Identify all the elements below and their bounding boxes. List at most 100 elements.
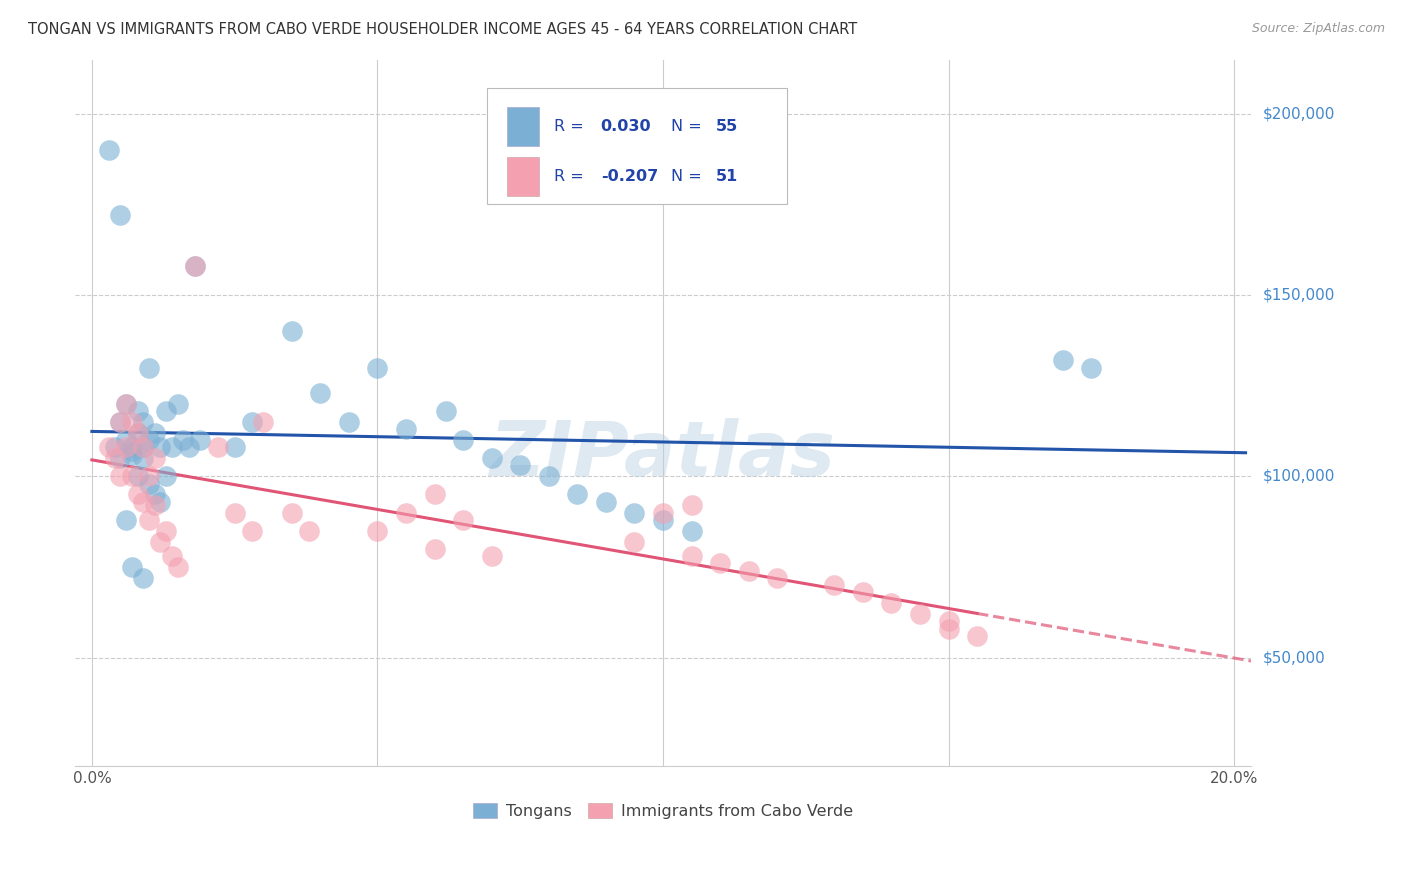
Point (190, 433, 212, 447)
Point (149, 440, 172, 454)
Point (681, 524, 703, 538)
Point (132, 440, 155, 454)
Point (138, 360, 160, 375)
Point (451, 513, 474, 527)
Point (1052, 353, 1074, 368)
Point (183, 259, 205, 273)
Point (138, 513, 160, 527)
Point (104, 440, 127, 454)
Point (366, 360, 388, 375)
Point (224, 506, 246, 520)
Text: N =: N = (671, 169, 707, 185)
Point (132, 571, 155, 585)
Point (240, 415, 263, 429)
Point (115, 440, 138, 454)
Point (623, 506, 645, 520)
Point (240, 524, 263, 538)
Point (298, 524, 321, 538)
Point (98, 143, 121, 157)
Point (127, 487, 149, 501)
Point (434, 404, 457, 418)
Point (98, 440, 121, 454)
Point (681, 498, 703, 512)
Point (595, 494, 617, 508)
Point (110, 415, 132, 429)
Point (423, 541, 446, 556)
Text: 55: 55 (716, 119, 738, 134)
Point (395, 506, 418, 520)
Point (110, 451, 132, 466)
Point (138, 469, 160, 483)
Point (132, 415, 155, 429)
Point (155, 524, 177, 538)
Point (537, 469, 560, 483)
Point (115, 513, 138, 527)
Point (155, 469, 177, 483)
Point (127, 425, 149, 440)
Point (143, 425, 166, 440)
Text: ZIPatlas: ZIPatlas (491, 418, 837, 492)
Point (309, 386, 332, 401)
Point (166, 397, 188, 411)
Point (709, 556, 731, 570)
Point (183, 259, 205, 273)
Point (880, 596, 903, 610)
Point (166, 560, 188, 574)
Point (966, 629, 988, 643)
Point (149, 534, 172, 549)
Point (481, 549, 503, 563)
Point (143, 498, 166, 512)
Point (110, 415, 132, 429)
Point (149, 494, 172, 508)
Point (127, 469, 149, 483)
Point (224, 440, 246, 454)
Point (121, 440, 143, 454)
Point (567, 487, 589, 501)
FancyBboxPatch shape (486, 88, 786, 204)
Point (281, 324, 304, 338)
Point (207, 440, 229, 454)
Point (938, 622, 960, 636)
Point (160, 440, 183, 454)
Text: $100,000: $100,000 (1263, 469, 1334, 483)
Point (121, 444, 143, 458)
Point (281, 506, 304, 520)
Point (138, 433, 160, 447)
Point (395, 422, 418, 436)
Point (509, 458, 531, 473)
Point (127, 404, 149, 418)
Point (1080, 360, 1102, 375)
Point (132, 440, 155, 454)
Text: 51: 51 (716, 169, 738, 185)
Point (132, 451, 155, 466)
FancyBboxPatch shape (506, 107, 540, 146)
Point (852, 585, 875, 599)
Point (681, 549, 703, 563)
Point (132, 494, 155, 508)
Point (121, 560, 143, 574)
Text: R =: R = (554, 169, 589, 185)
Point (366, 524, 388, 538)
Point (115, 433, 138, 447)
Point (337, 415, 360, 429)
Text: $150,000: $150,000 (1263, 287, 1334, 302)
Text: Source: ZipAtlas.com: Source: ZipAtlas.com (1251, 22, 1385, 36)
Legend: Tongans, Immigrants from Cabo Verde: Tongans, Immigrants from Cabo Verde (467, 797, 860, 825)
Text: $50,000: $50,000 (1263, 650, 1324, 665)
Point (823, 578, 845, 592)
Text: N =: N = (671, 119, 707, 134)
Point (252, 415, 274, 429)
Point (115, 397, 138, 411)
Text: TONGAN VS IMMIGRANTS FROM CABO VERDE HOUSEHOLDER INCOME AGES 45 - 64 YEARS CORRE: TONGAN VS IMMIGRANTS FROM CABO VERDE HOU… (28, 22, 858, 37)
Point (110, 208, 132, 222)
Point (766, 571, 789, 585)
Point (138, 476, 160, 491)
Point (143, 487, 166, 501)
Point (172, 433, 194, 447)
Point (143, 451, 166, 466)
Point (121, 415, 143, 429)
Point (104, 451, 127, 466)
Point (121, 469, 143, 483)
Point (115, 397, 138, 411)
FancyBboxPatch shape (506, 157, 540, 196)
